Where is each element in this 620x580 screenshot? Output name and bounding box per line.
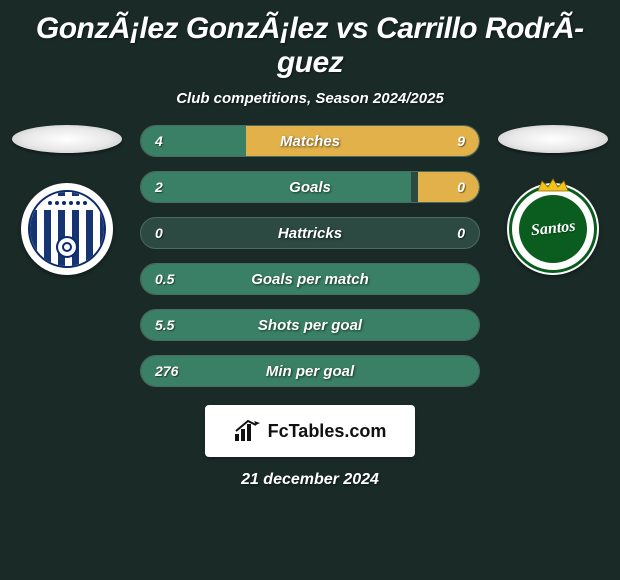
left-player-column [12, 125, 122, 275]
footer-brand-badge[interactable]: FcTables.com [205, 405, 415, 457]
stat-row: 00Hattricks [140, 217, 480, 249]
stat-row: 276Min per goal [140, 355, 480, 387]
pachuca-badge-icon [28, 190, 106, 268]
stat-label: Hattricks [141, 225, 479, 242]
left-player-avatar [12, 125, 122, 153]
footer-brand-text: FcTables.com [268, 421, 387, 442]
right-player-column: CLUB Santos LAGUNA [498, 125, 608, 275]
stat-label: Shots per goal [141, 317, 479, 334]
right-club-badge: CLUB Santos LAGUNA [507, 183, 599, 275]
right-player-avatar [498, 125, 608, 153]
comparison-date: 21 december 2024 [0, 471, 620, 489]
fctables-logo-icon [234, 420, 262, 442]
comparison-card: GonzÃ¡lez GonzÃ¡lez vs Carrillo RodrÃ­gu… [0, 0, 620, 489]
page-subtitle: Club competitions, Season 2024/2025 [0, 84, 620, 125]
stat-label: Goals [141, 179, 479, 196]
stat-label: Goals per match [141, 271, 479, 288]
left-club-badge [21, 183, 113, 275]
santos-badge-icon: CLUB Santos LAGUNA [507, 183, 599, 275]
stat-label: Min per goal [141, 363, 479, 380]
page-title: GonzÃ¡lez GonzÃ¡lez vs Carrillo RodrÃ­gu… [0, 0, 620, 84]
stat-label: Matches [141, 133, 479, 150]
stat-row: 20Goals [140, 171, 480, 203]
stat-row: 49Matches [140, 125, 480, 157]
stat-row: 0.5Goals per match [140, 263, 480, 295]
stats-list: 49Matches 20Goals 00Hattricks 0.5Goals per … [140, 125, 480, 387]
main-panel: 49Matches 20Goals 00Hattricks 0.5Goals per … [0, 125, 620, 387]
stat-row: 5.5Shots per goal [140, 309, 480, 341]
crown-icon [536, 177, 570, 193]
